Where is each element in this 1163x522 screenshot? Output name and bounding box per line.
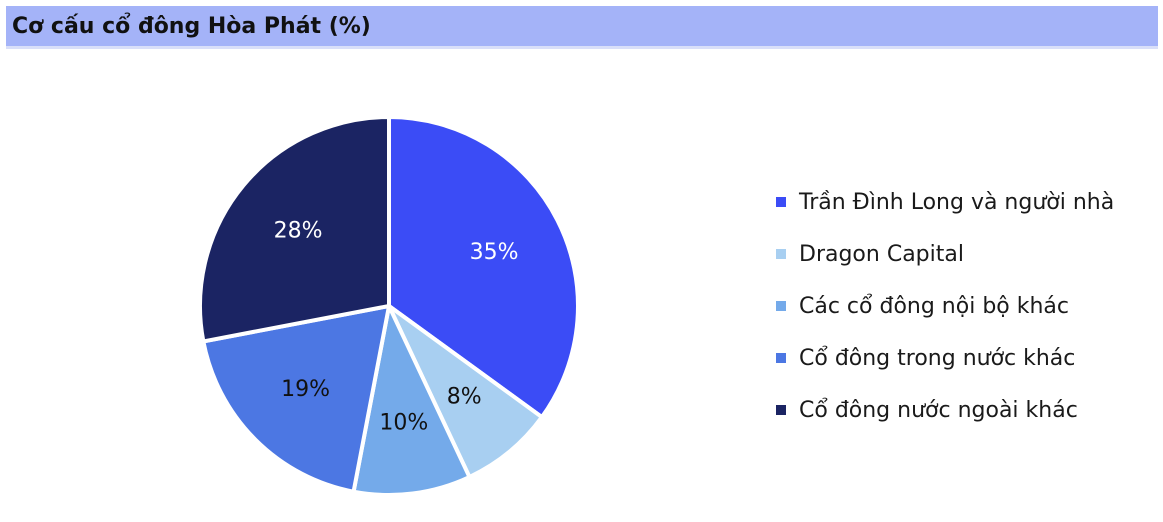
pie-slice-4: [198, 115, 391, 344]
pie-slice-label-3: 19%: [281, 377, 330, 402]
title-bar: Cơ cấu cổ đông Hòa Phát (%): [6, 6, 1158, 49]
legend-label-3: Cổ đông trong nước khác: [799, 345, 1076, 371]
pie-slice-label-1: 8%: [447, 384, 482, 409]
legend-item-2: Các cổ đông nội bộ khác: [776, 280, 1114, 332]
legend-label-0: Trần Đình Long và người nhà: [799, 189, 1115, 215]
legend-swatch-4: [776, 405, 786, 415]
legend-item-0: Trần Đình Long và người nhà: [776, 176, 1114, 228]
legend-label-4: Cổ đông nước ngoài khác: [799, 397, 1078, 423]
legend-item-3: Cổ đông trong nước khác: [776, 332, 1114, 384]
legend-swatch-2: [776, 301, 786, 311]
legend-swatch-0: [776, 197, 786, 207]
legend-item-1: Dragon Capital: [776, 228, 1114, 280]
legend-swatch-3: [776, 353, 786, 363]
legend-swatch-1: [776, 249, 786, 259]
legend-label-2: Các cổ đông nội bộ khác: [799, 293, 1069, 319]
chart-title: Cơ cấu cổ đông Hòa Phát (%): [12, 14, 371, 39]
legend-item-4: Cổ đông nước ngoài khác: [776, 384, 1114, 436]
pie-slice-label-4: 28%: [274, 218, 323, 243]
legend-label-1: Dragon Capital: [799, 241, 964, 267]
chart-legend: Trần Đình Long và người nhà Dragon Capita…: [776, 176, 1114, 436]
pie-slice-3: [201, 304, 391, 494]
pie-slice-2: [351, 304, 472, 497]
pie-slice-label-2: 10%: [379, 411, 428, 436]
pie-slice-0: [387, 115, 580, 420]
pie-slice-label-0: 35%: [470, 240, 519, 265]
